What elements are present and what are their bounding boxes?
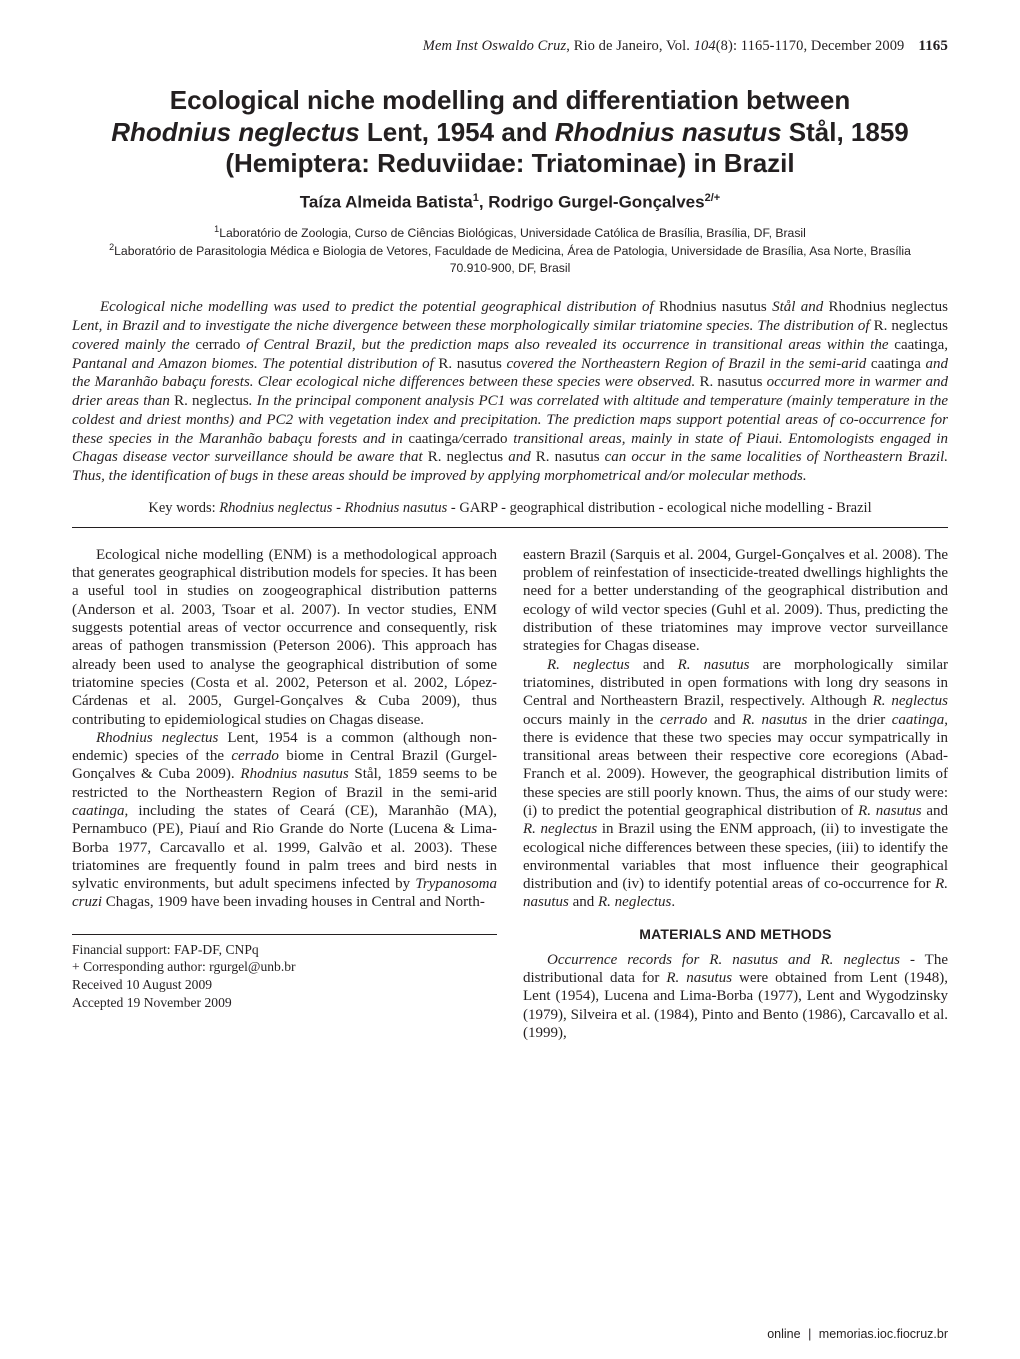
title-end: Stål, 1859	[782, 117, 909, 147]
kw-5: ecological niche modelling	[667, 500, 824, 516]
kw-1: Rhodnius neglectus	[219, 500, 332, 516]
section-head-materials: MATERIALS AND METHODS	[523, 926, 948, 943]
text: .	[671, 894, 675, 910]
abs-seg: Stål and	[767, 299, 829, 315]
footnote-rule	[72, 934, 497, 935]
abs-seg: and	[503, 449, 536, 465]
title-line1: Ecological niche modelling and different…	[170, 85, 850, 115]
footer-online: online	[767, 1327, 800, 1341]
biome: caatinga	[892, 712, 945, 728]
taxon: Rhodnius neglectus	[96, 730, 218, 746]
kw-6: Brazil	[836, 500, 871, 516]
footnote-received: Received 10 August 2009	[72, 976, 497, 994]
issue: (8): 1165-1170, December 2009	[716, 38, 905, 54]
keywords: Key words: Rhodnius neglectus - Rhodnius…	[72, 500, 948, 517]
author-2: Rodrigo Gurgel-Gonçalves	[488, 193, 704, 212]
kw-sep: -	[824, 500, 836, 516]
abs-biome: cerrado	[463, 431, 508, 447]
abs-seg: covered the Northeastern Region of Brazi…	[502, 356, 871, 372]
abs-biome: cerrado	[195, 337, 240, 353]
text: occurs mainly in the	[523, 712, 660, 728]
text: and	[630, 657, 678, 673]
footnote-block: Financial support: FAP-DF, CNPq + Corres…	[72, 934, 497, 1012]
kw-sep: -	[497, 500, 509, 516]
affiliations: 1Laboratório de Zoologia, Curso de Ciênc…	[90, 223, 930, 277]
subhead-italic: Occurrence records for R. nasutus and R.…	[547, 952, 900, 968]
text: and	[569, 894, 598, 910]
running-head: Mem Inst Oswaldo Cruz, Rio de Janeiro, V…	[72, 38, 948, 55]
body-para-2: Rhodnius neglectus Lent, 1954 is a commo…	[72, 729, 497, 912]
text: and	[707, 712, 742, 728]
abstract: Ecological niche modelling was used to p…	[72, 298, 948, 486]
kw-sep: -	[332, 500, 344, 516]
taxon: R. nasutus	[678, 657, 750, 673]
abs-taxon: Rhodnius neglectus	[829, 299, 948, 315]
abs-taxon: R. nasutus	[438, 356, 501, 372]
text: in the drier	[807, 712, 891, 728]
text: and	[922, 803, 948, 819]
abs-seg: covered mainly the	[72, 337, 195, 353]
abs-seg: Ecological niche modelling was used to p…	[100, 299, 659, 315]
author-1: Taíza Almeida Batista	[300, 193, 473, 212]
divider-rule	[72, 527, 948, 528]
footer-sep: |	[805, 1327, 815, 1341]
biome: cerrado	[660, 712, 708, 728]
abs-seg: Lent, in Brazil and to investigate the n…	[72, 318, 874, 334]
kw-label: Key words:	[148, 500, 219, 516]
abs-taxon: R. neglectus	[174, 393, 249, 409]
body-para-3: eastern Brazil (Sarquis et al. 2004, Gur…	[523, 546, 948, 656]
journal-city: , Rio de Janeiro,	[566, 38, 666, 54]
kw-2: Rhodnius nasutus	[345, 500, 448, 516]
taxon: R. neglectus	[873, 693, 948, 709]
taxon: R. nasutus	[742, 712, 807, 728]
page: Mem Inst Oswaldo Cruz, Rio de Janeiro, V…	[0, 0, 1020, 1359]
abs-seg: of Central Brazil, but the prediction ma…	[240, 337, 894, 353]
text: Chagas, 1909 have been invading houses i…	[102, 894, 485, 910]
footer-link: online | memorias.ioc.fiocruz.br	[72, 1327, 948, 1341]
body-para-5: Occurrence records for R. nasutus and R.…	[523, 951, 948, 1042]
title-genus-2: Rhodnius nasutus	[555, 117, 782, 147]
title-genus-1: Rhodnius neglectus	[111, 117, 359, 147]
title-line3: (Hemiptera: Reduviidae: Triatominae) in …	[225, 148, 794, 178]
author-sep: ,	[479, 193, 488, 212]
authors: Taíza Almeida Batista1, Rodrigo Gurgel-G…	[72, 192, 948, 213]
footnote-funding: Financial support: FAP-DF, CNPq	[72, 941, 497, 959]
body-columns: Ecological niche modelling (ENM) is a me…	[72, 546, 948, 1321]
footnote-accepted: Accepted 19 November 2009	[72, 994, 497, 1012]
aff-2: Laboratório de Parasitologia Médica e Bi…	[114, 244, 911, 274]
taxon: Rhodnius nasutus	[240, 766, 348, 782]
aff-1: Laboratório de Zoologia, Curso de Ciênci…	[219, 226, 806, 240]
body-para-1: Ecological niche modelling (ENM) is a me…	[72, 546, 497, 729]
article-title: Ecological niche modelling and different…	[72, 85, 948, 180]
taxon: R. neglectus	[547, 657, 630, 673]
biome: caatinga	[72, 803, 125, 819]
volume: 104	[694, 38, 716, 54]
abs-taxon: R. neglectus	[874, 318, 948, 334]
taxon: R. nasutus	[666, 970, 732, 986]
abs-taxon: R. nasutus	[699, 374, 762, 390]
taxon: R. neglectus	[598, 894, 671, 910]
author-2-sup: 2/+	[705, 192, 721, 204]
kw-sep: -	[447, 500, 459, 516]
page-number: 1165	[918, 38, 948, 54]
body-para-4: R. neglectus and R. nasutus are morpholo…	[523, 656, 948, 912]
kw-4: geographical distribution	[510, 500, 655, 516]
abs-taxon: R. neglectus	[428, 449, 503, 465]
abs-biome: caatinga	[871, 356, 921, 372]
taxon: R. neglectus	[523, 821, 597, 837]
footer-url: memorias.ioc.fiocruz.br	[819, 1327, 948, 1341]
taxon: R. nasutus	[858, 803, 921, 819]
vol-label: Vol.	[666, 38, 694, 54]
abs-taxon: Rhodnius nasutus	[659, 299, 767, 315]
title-mid: Lent, 1954 and	[360, 117, 555, 147]
journal-name: Mem Inst Oswaldo Cruz	[423, 38, 566, 54]
biome: cerrado	[231, 748, 279, 764]
kw-sep: -	[655, 500, 667, 516]
abs-biome: caatinga	[894, 337, 944, 353]
footnote-corresponding: + Corresponding author: rgurgel@unb.br	[72, 958, 497, 976]
abs-biome: caatinga	[408, 431, 458, 447]
kw-3: GARP	[459, 500, 497, 516]
abs-taxon: R. nasutus	[536, 449, 600, 465]
